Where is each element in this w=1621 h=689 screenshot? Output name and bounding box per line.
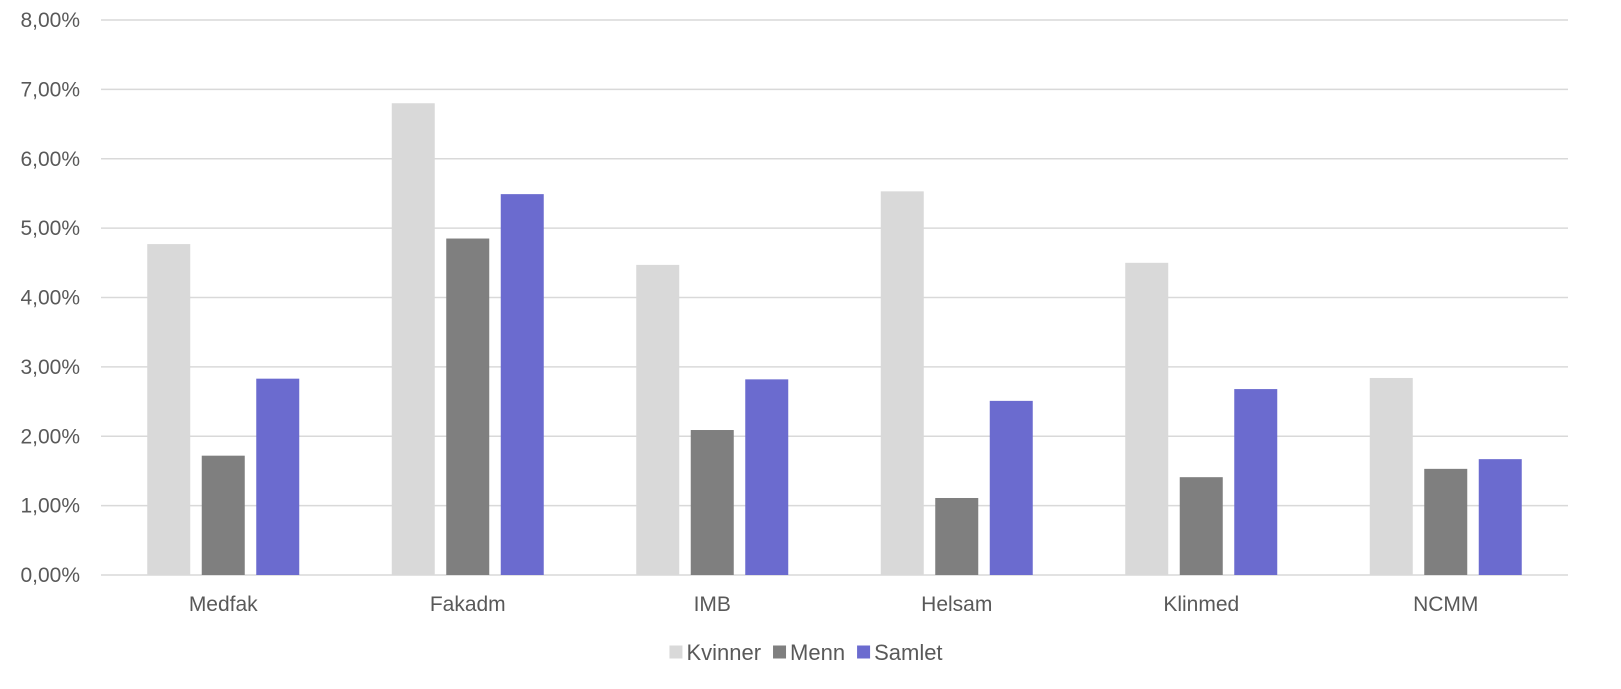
legend-swatch bbox=[773, 645, 787, 659]
bar-samlet-medfak bbox=[256, 378, 300, 575]
bar-samlet-ncmm bbox=[1478, 459, 1522, 575]
legend-item-kvinner: Kvinner bbox=[669, 640, 761, 665]
x-category-label: Fakadm bbox=[430, 593, 506, 616]
legend-item-menn: Menn bbox=[773, 640, 845, 665]
bar-menn-fakadm bbox=[446, 238, 490, 575]
legend-label: Kvinner bbox=[686, 640, 761, 665]
bar-kvinner-medfak bbox=[147, 244, 191, 576]
y-tick-label: 2,00% bbox=[20, 425, 80, 448]
x-category-label: Klinmed bbox=[1163, 593, 1239, 616]
bar-kvinner-helsam bbox=[880, 191, 924, 575]
bar-menn-klinmed bbox=[1179, 477, 1223, 575]
bar-menn-ncmm bbox=[1424, 468, 1468, 575]
legend-label: Menn bbox=[790, 640, 845, 665]
bar-kvinner-imb bbox=[636, 264, 680, 575]
bar-kvinner-fakadm bbox=[391, 103, 435, 575]
bar-samlet-helsam bbox=[989, 400, 1033, 575]
bar-kvinner-klinmed bbox=[1125, 262, 1169, 575]
x-category-label: Medfak bbox=[189, 593, 258, 616]
legend-swatch bbox=[669, 645, 683, 659]
y-tick-label: 1,00% bbox=[20, 495, 80, 518]
bar-samlet-klinmed bbox=[1234, 389, 1278, 575]
bar-samlet-fakadm bbox=[500, 194, 544, 575]
x-axis-category-labels: Medfak Fakadm IMB Helsam Klinmed NCMM bbox=[189, 593, 1479, 616]
y-tick-label: 8,00% bbox=[20, 9, 80, 32]
gridlines bbox=[101, 19, 1568, 576]
x-category-label: Helsam bbox=[921, 593, 992, 616]
y-tick-label: 5,00% bbox=[20, 217, 80, 240]
bar-samlet-imb bbox=[745, 379, 789, 575]
legend: Kvinner Menn Samlet bbox=[669, 640, 943, 665]
bar-menn-imb bbox=[690, 430, 734, 575]
legend-swatch bbox=[857, 645, 871, 659]
x-category-label: NCMM bbox=[1413, 593, 1478, 616]
bars bbox=[147, 103, 1522, 576]
bar-kvinner-ncmm bbox=[1369, 377, 1413, 575]
bar-menn-medfak bbox=[201, 455, 245, 575]
y-tick-label: 3,00% bbox=[20, 356, 80, 379]
bar-menn-helsam bbox=[935, 497, 979, 575]
legend-label: Samlet bbox=[874, 640, 942, 665]
y-axis-tick-labels: 0,00% 1,00% 2,00% 3,00% 4,00% 5,00% 6,00% 7,00%… bbox=[20, 9, 80, 587]
y-tick-label: 0,00% bbox=[20, 564, 80, 587]
y-tick-label: 7,00% bbox=[20, 78, 80, 101]
legend-item-samlet: Samlet bbox=[857, 640, 943, 665]
y-tick-label: 6,00% bbox=[20, 148, 80, 171]
x-category-label: IMB bbox=[694, 593, 731, 616]
y-tick-label: 4,00% bbox=[20, 287, 80, 310]
